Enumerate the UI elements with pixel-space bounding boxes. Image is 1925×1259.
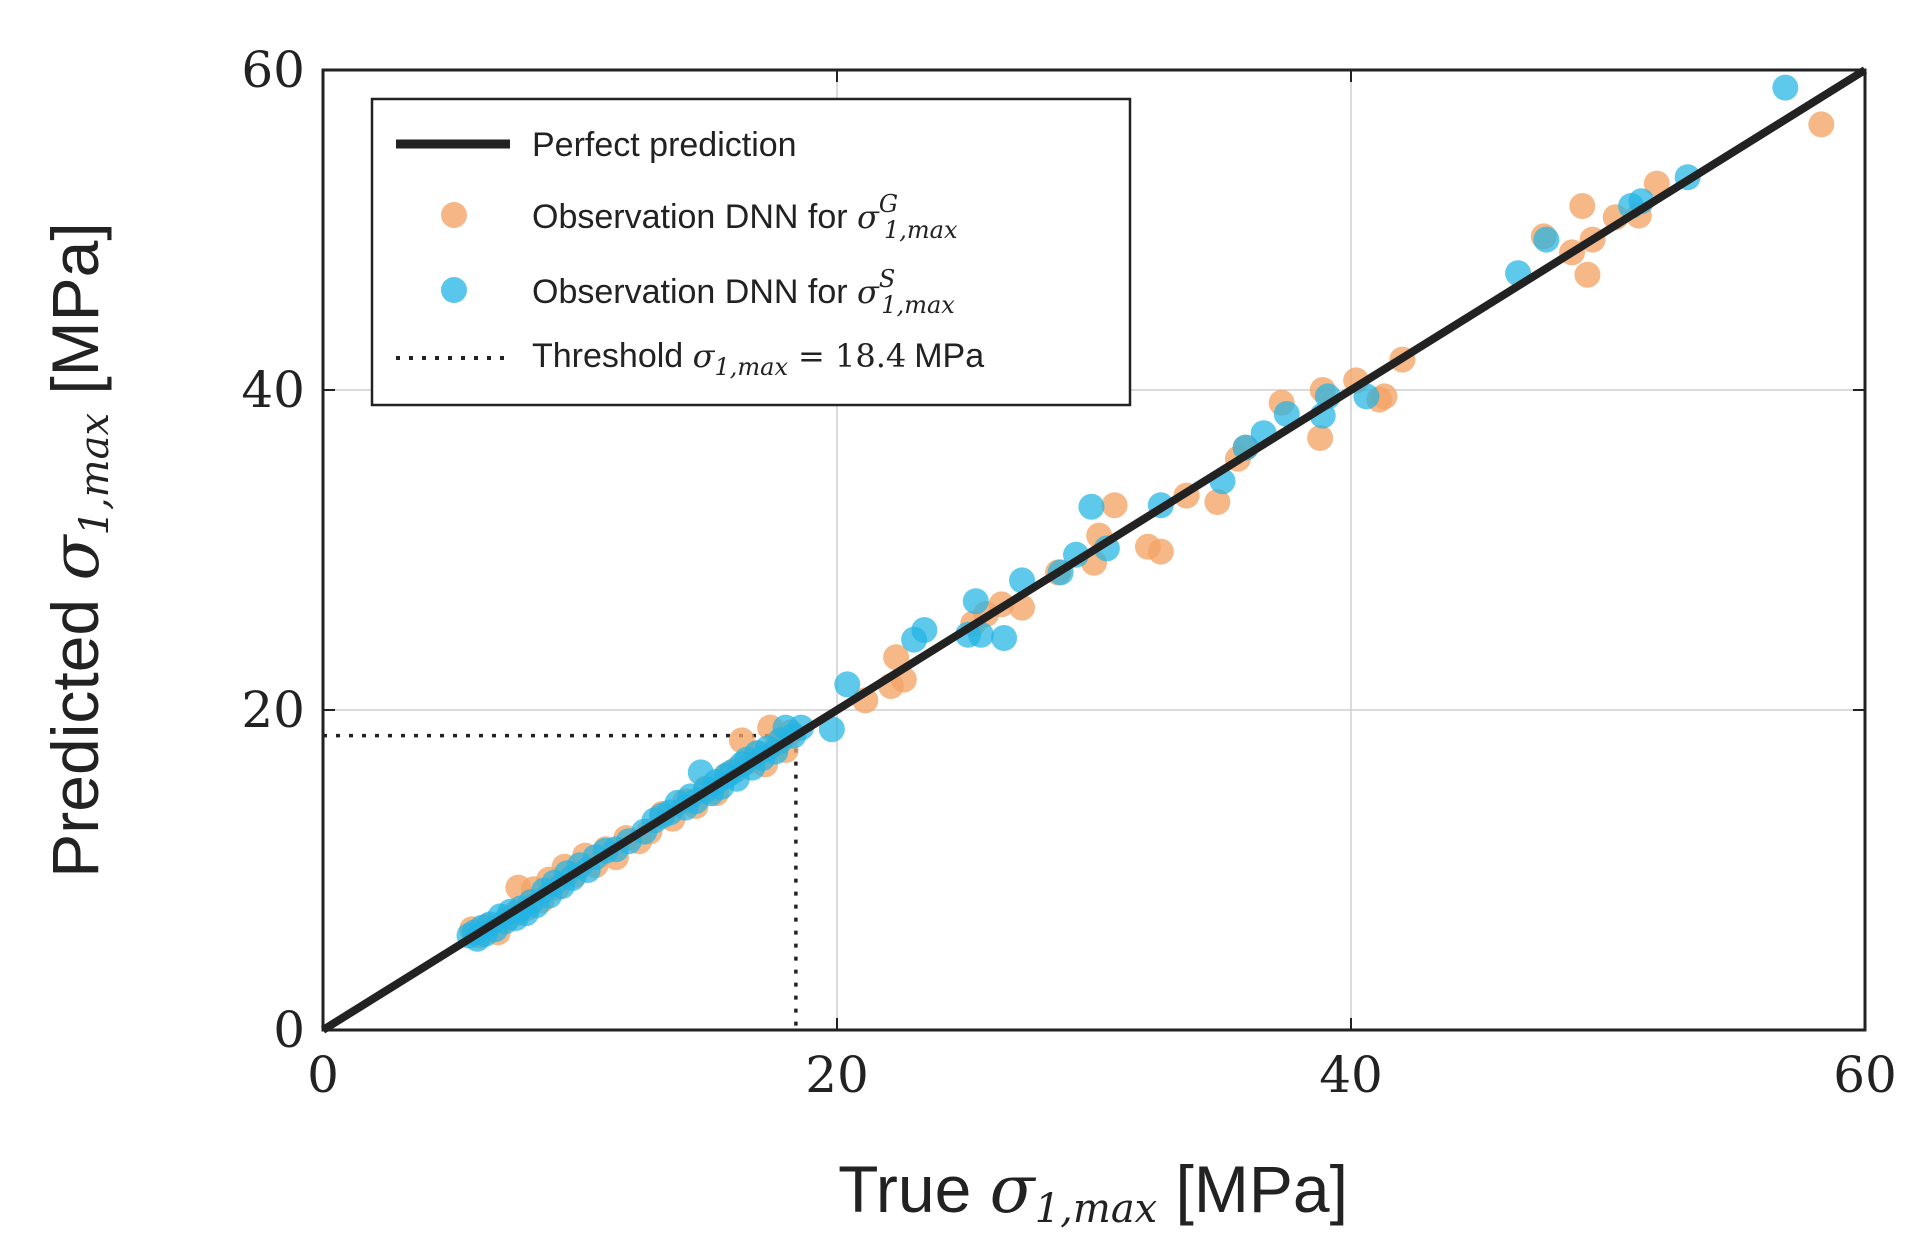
blue-point (834, 671, 861, 698)
legend-box (370, 97, 1132, 407)
orange-point (1204, 489, 1231, 515)
x-tick-label: 40 (1319, 1046, 1383, 1104)
blue-point (911, 617, 938, 643)
y-tick-label: 0 (273, 1001, 305, 1059)
blue-point (818, 716, 845, 743)
perfect-prediction-line (320, 66, 1868, 1034)
blue-point (1078, 493, 1105, 520)
orange-point (1643, 170, 1670, 197)
x-tick-label: 60 (1833, 1046, 1897, 1104)
blue-point (962, 588, 989, 615)
blue-point (991, 625, 1018, 651)
orange-point (883, 644, 910, 671)
legend-orange-label: Observation DNN for σG 1,max (532, 190, 958, 244)
blue-point (1772, 74, 1799, 101)
orange-point (1307, 425, 1334, 451)
legend-orange-marker (441, 202, 467, 228)
x-tick-label: 20 (805, 1046, 869, 1104)
y-tick-label: 40 (241, 361, 305, 419)
y-tick-label: 20 (241, 681, 305, 739)
legend-blue-label: Observation DNN for σS 1,max (532, 265, 955, 319)
y-axis-label: Predicted σ1,max [MPa] (37, 222, 118, 877)
legend-perfect-label: Perfect prediction (532, 126, 797, 164)
orange-point (1574, 261, 1601, 288)
plot-frame (321, 68, 1867, 1032)
legend-threshold-label: Threshold σ1,max = 18.4 MPa (532, 337, 984, 381)
orange-point (1371, 383, 1398, 410)
ticks-layer: 0 20 40 60 0 20 40 60 (241, 41, 1896, 1104)
perfect-line-layer (320, 66, 1868, 1034)
orange-point (1101, 492, 1128, 519)
x-axis-label: True σ1,max [MPa] (838, 1151, 1348, 1232)
orange-point (1808, 111, 1835, 138)
reference-layer (323, 733, 798, 1030)
y-tick-label: 60 (241, 41, 305, 99)
blue-point (1273, 401, 1300, 427)
orange-point (1569, 193, 1596, 219)
orange-point (1147, 538, 1174, 565)
blue-point (1533, 226, 1560, 253)
blue-point (1353, 383, 1380, 410)
legend-blue-marker (441, 277, 467, 303)
x-tick-label: 0 (307, 1046, 339, 1104)
legend: Perfect prediction Observation DNN for σ… (370, 97, 1132, 407)
